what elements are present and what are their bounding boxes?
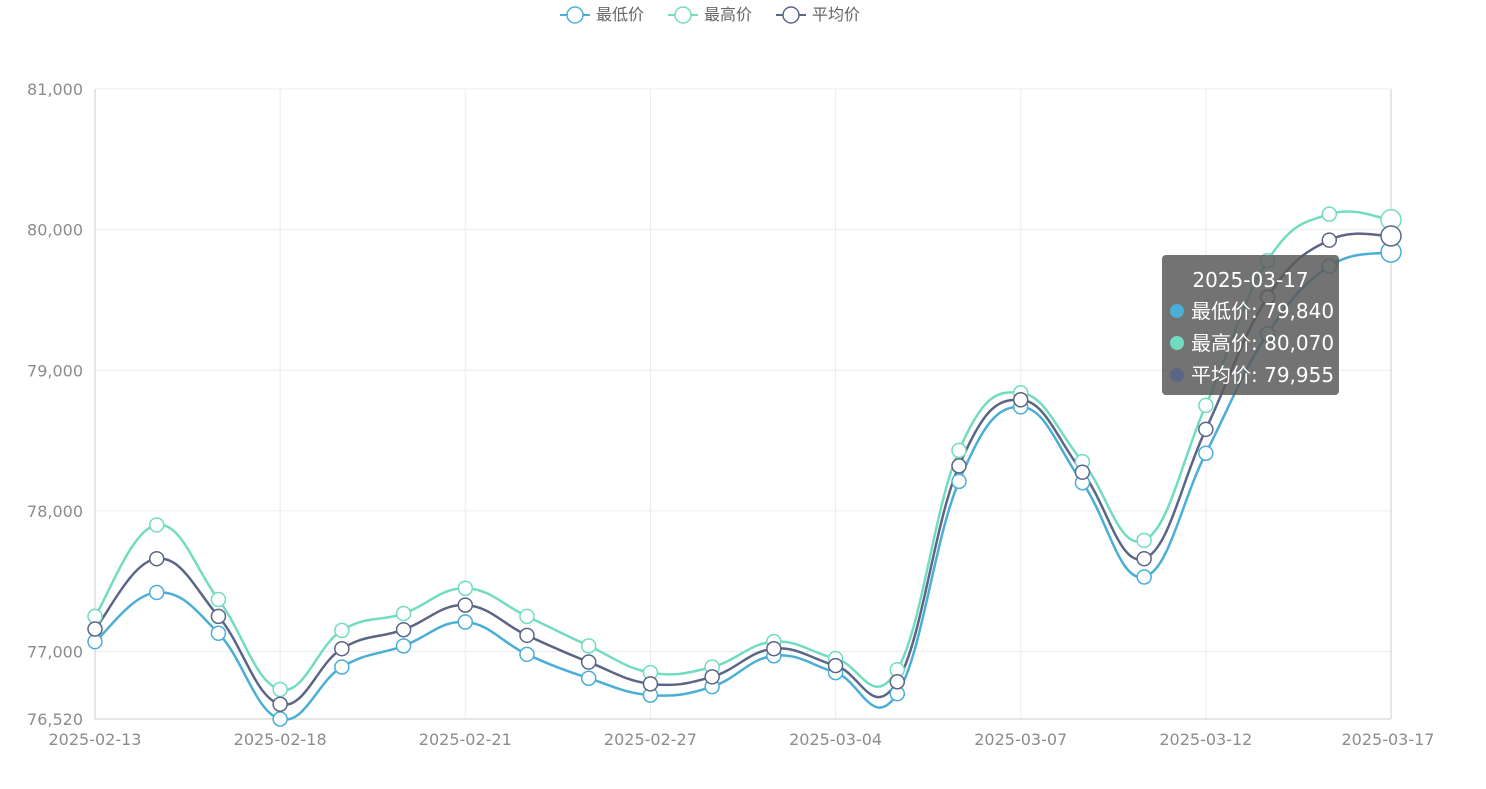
data-point[interactable] (395, 638, 412, 654)
data-point[interactable] (87, 621, 103, 637)
y-tick-label: 77,000 (27, 643, 83, 662)
data-point[interactable] (395, 621, 412, 638)
data-point[interactable] (457, 614, 474, 630)
tooltip: 2025-03-17 最低价: 79,840 最高价: 80,070 平均价: 79,… (1162, 255, 1339, 395)
legend-item-1[interactable]: 最低价 (560, 5, 644, 24)
series-layer (87, 206, 1402, 727)
data-point[interactable] (148, 550, 165, 567)
data-point[interactable] (889, 673, 906, 690)
data-point[interactable] (519, 608, 535, 625)
data-point[interactable] (457, 597, 474, 613)
data-point[interactable] (951, 442, 967, 459)
tooltip-marker (1170, 368, 1184, 382)
tooltip-row: 最低价: 79,840 (1191, 299, 1334, 323)
data-point[interactable] (766, 640, 782, 657)
data-point[interactable] (334, 622, 350, 639)
tooltip-row: 最高价: 80,070 (1191, 331, 1334, 355)
data-point[interactable] (704, 669, 720, 685)
data-point[interactable] (1074, 464, 1091, 480)
legend-marker (566, 6, 584, 24)
legend[interactable]: 最低价 最高价 平均价 (560, 5, 860, 24)
y-tick-label: 81,000 (27, 80, 83, 99)
x-tick-label: 2025-03-07 (974, 730, 1067, 749)
data-point[interactable] (148, 517, 165, 533)
x-tick-label: 2025-02-27 (604, 730, 697, 749)
data-point[interactable] (272, 711, 288, 727)
data-point[interactable] (1321, 206, 1338, 222)
tooltip-marker (1170, 336, 1184, 350)
data-point[interactable] (272, 696, 288, 712)
legend-marker (674, 6, 692, 24)
legend-marker (782, 6, 800, 24)
axes: 76,520 77,000 78,000 79,000 80,000 81,000 2025… (27, 80, 1434, 749)
x-tick-label: 2025-02-18 (234, 730, 327, 749)
data-point[interactable] (519, 627, 535, 644)
x-tick-label: 2025-02-21 (419, 730, 512, 749)
data-point[interactable] (210, 591, 227, 608)
y-tick-label: 76,520 (27, 710, 83, 729)
data-point[interactable] (1198, 397, 1214, 414)
tooltip-row: 平均价: 79,955 (1191, 363, 1334, 387)
data-point[interactable] (580, 638, 597, 654)
data-point[interactable] (580, 670, 597, 686)
data-point[interactable] (334, 659, 350, 675)
y-tick-label: 78,000 (27, 502, 83, 521)
x-tick-label: 2025-03-17 (1342, 730, 1435, 749)
grid (95, 88, 1392, 719)
series-line-1 (94, 250, 1392, 721)
data-point[interactable] (1012, 392, 1029, 408)
data-point[interactable] (519, 646, 535, 663)
data-point[interactable] (1198, 421, 1214, 438)
legend-label: 最低价 (596, 5, 644, 24)
data-point[interactable] (951, 458, 967, 474)
data-point[interactable] (210, 608, 227, 625)
data-point[interactable] (395, 605, 412, 622)
data-point[interactable] (1136, 550, 1152, 567)
y-tick-label: 80,000 (27, 221, 83, 240)
x-tick-label: 2025-03-12 (1159, 730, 1252, 749)
data-point[interactable] (642, 676, 659, 692)
data-point[interactable] (827, 657, 844, 674)
data-point[interactable] (1198, 445, 1214, 461)
legend-label: 最高价 (704, 5, 752, 24)
data-point[interactable] (148, 584, 165, 601)
data-point[interactable] (580, 654, 597, 670)
legend-label: 平均价 (812, 5, 860, 24)
data-point[interactable] (87, 633, 103, 650)
data-point[interactable] (87, 608, 103, 625)
data-point[interactable] (1321, 232, 1338, 248)
data-point[interactable] (1380, 225, 1402, 247)
series-line-2 (93, 210, 1392, 692)
data-point[interactable] (210, 625, 227, 641)
x-tick-label: 2025-02-13 (49, 730, 142, 749)
data-point[interactable] (1136, 532, 1152, 549)
data-point[interactable] (334, 640, 350, 657)
data-point[interactable] (951, 473, 967, 490)
x-tick-label: 2025-03-04 (789, 730, 882, 749)
data-point[interactable] (1136, 569, 1152, 585)
data-point[interactable] (272, 681, 288, 698)
tooltip-marker (1170, 304, 1184, 318)
y-tick-label: 79,000 (27, 361, 83, 380)
series-line-3 (94, 232, 1392, 706)
legend-item-3[interactable]: 平均价 (776, 5, 860, 24)
tooltip-date: 2025-03-17 (1192, 268, 1308, 292)
legend-item-2[interactable]: 最高价 (668, 5, 752, 24)
data-point[interactable] (457, 580, 474, 596)
tooltip-box (1162, 255, 1339, 395)
